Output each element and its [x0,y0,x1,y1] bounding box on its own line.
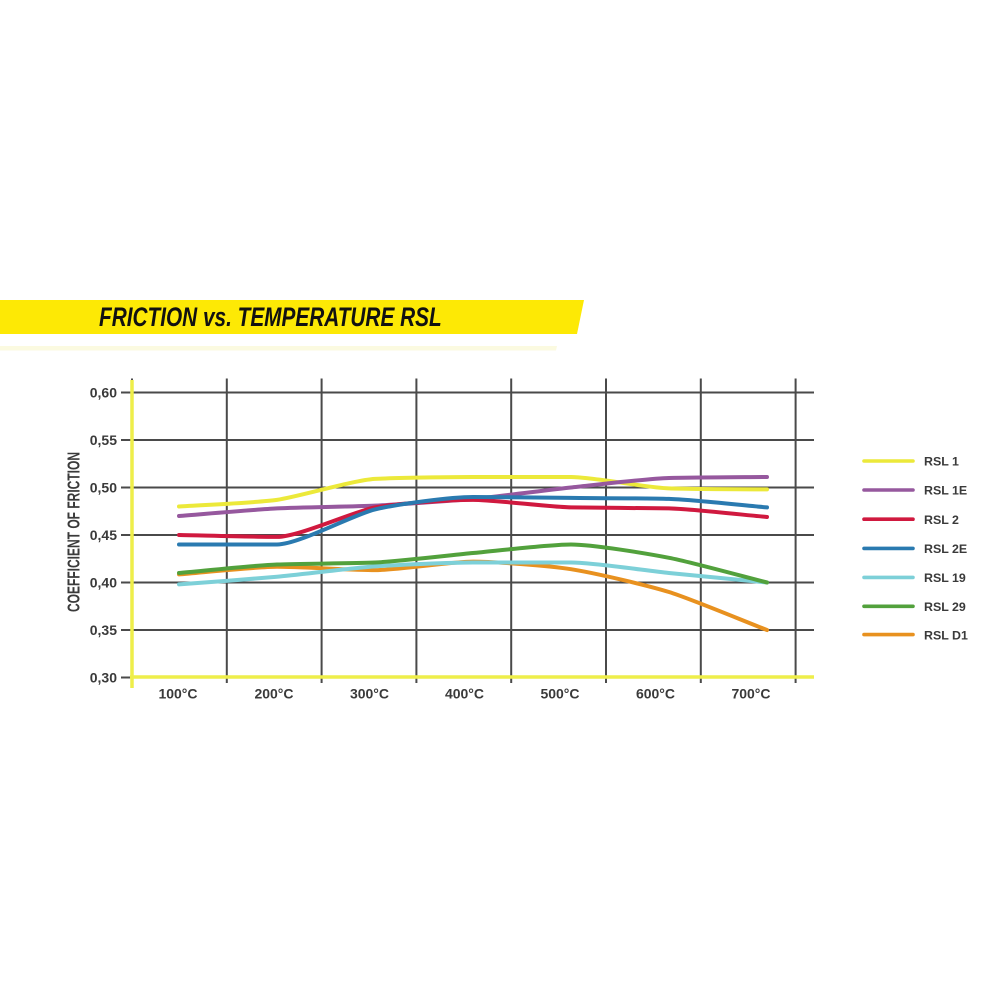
svg-text:0,50: 0,50 [90,479,117,495]
svg-text:700°C: 700°C [731,686,770,702]
svg-text:RSL 29: RSL 29 [924,600,966,614]
svg-text:0,45: 0,45 [90,527,117,543]
svg-text:RSL 1E: RSL 1E [924,484,967,498]
svg-text:0,30: 0,30 [90,669,117,685]
svg-text:600°C: 600°C [636,686,675,702]
svg-text:200°C: 200°C [254,686,293,702]
svg-text:300°C: 300°C [350,686,389,702]
svg-text:0,35: 0,35 [90,622,117,638]
svg-text:RSL 2: RSL 2 [924,513,959,527]
svg-text:COEFFICIENT OF FRICTION: COEFFICIENT OF FRICTION [64,452,84,612]
svg-text:0,40: 0,40 [90,574,117,590]
svg-text:RSL 1: RSL 1 [924,455,959,469]
svg-text:500°C: 500°C [540,686,579,702]
svg-text:400°C: 400°C [445,686,484,702]
svg-text:0,55: 0,55 [90,432,117,448]
svg-text:100°C: 100°C [158,686,197,702]
svg-text:RSL 2E: RSL 2E [924,542,967,556]
svg-text:RSL 19: RSL 19 [924,571,966,585]
svg-text:RSL D1: RSL D1 [924,628,968,642]
svg-text:0,60: 0,60 [90,384,117,400]
